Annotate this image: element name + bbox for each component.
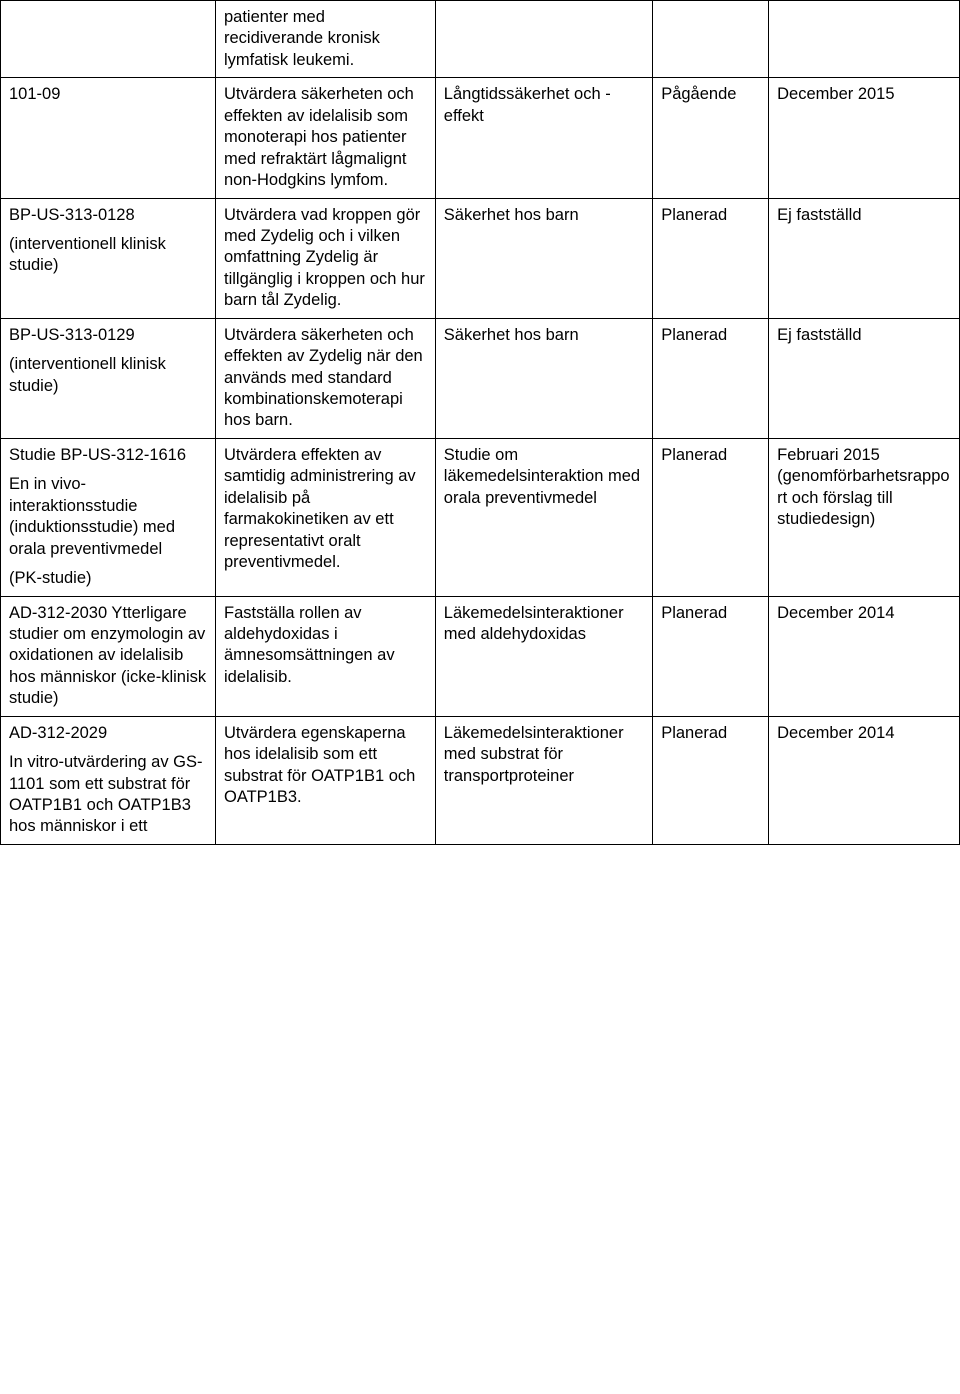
cell: Utvärdera säkerheten och effekten av ide…: [215, 78, 435, 198]
cell: Fastställa rollen av aldehydoxidas i ämn…: [215, 596, 435, 716]
cell-paragraph: BP-US-313-0129: [9, 325, 207, 346]
cell-paragraph: Studie BP-US-312-1616: [9, 445, 207, 466]
cell: Planerad: [653, 596, 769, 716]
table-row: 101-09 Utvärdera säkerheten och effekten…: [1, 78, 960, 198]
cell: 101-09: [1, 78, 216, 198]
cell: Utvärdera säkerheten och effekten av Zyd…: [215, 318, 435, 438]
cell: Säkerhet hos barn: [435, 198, 652, 318]
data-table: patienter med recidiverande kronisk lymf…: [0, 0, 960, 845]
cell: BP-US-313-0128 (interventionell klinisk …: [1, 198, 216, 318]
cell-paragraph: (interventionell klinisk studie): [9, 354, 207, 397]
cell-paragraph: En in vivo-interaktionsstudie (induktion…: [9, 474, 207, 560]
cell: Långtidssäkerhet och -effekt: [435, 78, 652, 198]
cell: Planerad: [653, 198, 769, 318]
cell: December 2015: [769, 78, 960, 198]
cell: Utvärdera vad kroppen gör med Zydelig oc…: [215, 198, 435, 318]
cell: AD-312-2029 In vitro-utvärdering av GS-1…: [1, 716, 216, 844]
cell: Februari 2015 (genomförbarhetsrapport oc…: [769, 438, 960, 596]
cell: Studie BP-US-312-1616 En in vivo-interak…: [1, 438, 216, 596]
cell: [1, 1, 216, 78]
cell: AD-312-2030 Ytterligare studier om enzym…: [1, 596, 216, 716]
cell: Planerad: [653, 318, 769, 438]
cell-paragraph: (PK-studie): [9, 568, 207, 589]
cell: Utvärdera effekten av samtidig administr…: [215, 438, 435, 596]
table-row: AD-312-2030 Ytterligare studier om enzym…: [1, 596, 960, 716]
cell: [653, 1, 769, 78]
cell-paragraph: In vitro-utvärdering av GS-1101 som ett …: [9, 752, 207, 838]
cell: Läkemedelsinteraktioner med substrat för…: [435, 716, 652, 844]
cell: Planerad: [653, 438, 769, 596]
cell: [769, 1, 960, 78]
cell-paragraph: BP-US-313-0128: [9, 205, 207, 226]
table-row: Studie BP-US-312-1616 En in vivo-interak…: [1, 438, 960, 596]
cell: Pågående: [653, 78, 769, 198]
table-row: AD-312-2029 In vitro-utvärdering av GS-1…: [1, 716, 960, 844]
cell: Planerad: [653, 716, 769, 844]
cell-paragraph: AD-312-2029: [9, 723, 207, 744]
cell: December 2014: [769, 596, 960, 716]
cell-paragraph: (interventionell klinisk studie): [9, 234, 207, 277]
cell: BP-US-313-0129 (interventionell klinisk …: [1, 318, 216, 438]
table-row: patienter med recidiverande kronisk lymf…: [1, 1, 960, 78]
table-row: BP-US-313-0128 (interventionell klinisk …: [1, 198, 960, 318]
cell: Ej fastställd: [769, 318, 960, 438]
cell: Utvärdera egenskaperna hos idelalisib so…: [215, 716, 435, 844]
cell: Säkerhet hos barn: [435, 318, 652, 438]
cell: [435, 1, 652, 78]
cell: Läkemedelsinteraktioner med aldehydoxida…: [435, 596, 652, 716]
table-row: BP-US-313-0129 (interventionell klinisk …: [1, 318, 960, 438]
cell: patienter med recidiverande kronisk lymf…: [215, 1, 435, 78]
cell: December 2014: [769, 716, 960, 844]
cell: Ej fastställd: [769, 198, 960, 318]
cell: Studie om läkemedelsinteraktion med oral…: [435, 438, 652, 596]
